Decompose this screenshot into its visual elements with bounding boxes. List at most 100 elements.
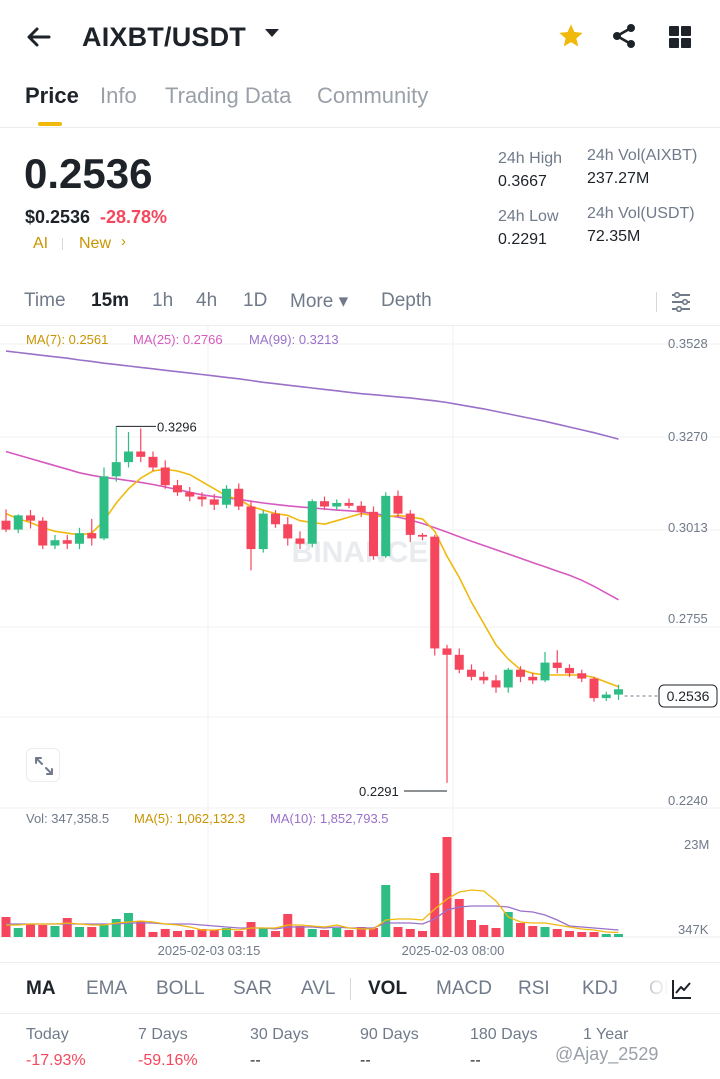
candle-body (111, 462, 121, 477)
top-bar: AIXBT/USDT (0, 0, 720, 76)
candle-body (50, 540, 60, 546)
x-axis-label: 2025-02-03 08:00 (402, 943, 505, 958)
volume-bar (173, 931, 182, 937)
candle-body (258, 513, 268, 550)
tab-price[interactable]: Price (25, 83, 79, 108)
volume-bar (185, 930, 195, 937)
low-value: 0.2291 (498, 231, 547, 248)
candle-body (430, 536, 440, 649)
volume-bar (577, 932, 587, 937)
volume-bar (516, 923, 525, 937)
indicator-vol[interactable]: VOL (368, 978, 408, 999)
perf-label-30d: 30 Days (250, 1026, 309, 1043)
vol-ma10-legend: MA(10): 1,852,793.5 (270, 811, 389, 826)
interval-bar: Time 15m 1h 4h 1D More ▾ Depth (0, 282, 720, 326)
perf-value-today: -17.93% (26, 1052, 86, 1069)
candle-body (393, 495, 403, 514)
perf-value-7d: -59.16% (138, 1052, 198, 1069)
chevron-right-icon[interactable]: › (121, 233, 126, 250)
tab-info[interactable]: Info (100, 83, 137, 108)
caret-down-icon[interactable] (263, 24, 281, 48)
volume-bar (356, 927, 366, 937)
tag-ai[interactable]: AI (33, 235, 49, 252)
tab-trading-data[interactable]: Trading Data (165, 83, 292, 108)
indicator-fade (620, 963, 670, 1013)
volume-bar (50, 926, 60, 937)
indicator-boll[interactable]: BOLL (156, 978, 205, 999)
candle-body (295, 538, 305, 544)
share-icon[interactable] (610, 22, 638, 50)
volume-bar (13, 928, 23, 937)
volume-bar (491, 928, 501, 937)
interval-4h[interactable]: 4h (196, 290, 218, 311)
grid-icon[interactable] (669, 26, 691, 48)
volume-bar (136, 921, 146, 937)
volume-bar (222, 928, 231, 937)
vol-base-label: 24h Vol(AIXBT) (587, 147, 698, 164)
candle-body (577, 673, 587, 679)
candle-body (565, 667, 574, 674)
ma7-legend: MA(7): 0.2561 (26, 332, 109, 347)
interval-more[interactable]: More ▾ (290, 291, 349, 312)
volume-bar (111, 919, 121, 937)
candle-body (601, 694, 611, 699)
tag-divider (62, 238, 63, 250)
volume-bar (528, 926, 538, 937)
back-arrow-icon[interactable] (24, 22, 56, 54)
candle-body (418, 534, 427, 537)
volume-bar (430, 873, 440, 937)
perf-label-1y: 1 Year (583, 1026, 629, 1043)
volume-bar (124, 913, 133, 937)
volume-bar (565, 931, 574, 937)
interval-15m[interactable]: 15m (91, 290, 130, 311)
pair-title[interactable]: AIXBT/USDT (82, 22, 246, 52)
indicator-kdj[interactable]: KDJ (582, 978, 618, 999)
candle-body (13, 515, 23, 530)
low-label: 24h Low (498, 208, 559, 225)
interval-time[interactable]: Time (24, 290, 66, 311)
indicator-sar[interactable]: SAR (233, 978, 273, 999)
volume-bar (160, 929, 170, 937)
current-price-label: 0.2536 (667, 688, 710, 704)
y-axis-label: 0.3013 (668, 520, 708, 535)
candle-body (38, 520, 48, 546)
indicator-divider (350, 978, 351, 1000)
price-change: -28.78% (100, 207, 168, 227)
indicator-avl[interactable]: AVL (301, 978, 336, 999)
active-tab-indicator (38, 122, 62, 126)
chart-settings-icon[interactable] (670, 291, 692, 313)
page-tabs: Price Info Trading Data Community (0, 78, 720, 128)
candle-body (381, 495, 391, 557)
vol-legend: Vol: 347,358.5 (26, 811, 110, 826)
candle-body (344, 502, 354, 506)
volume-bar (601, 934, 611, 937)
perf-value-30d: -- (250, 1052, 261, 1069)
vol-quote-label: 24h Vol(USDT) (587, 205, 695, 222)
ma99-legend: MA(99): 0.3213 (249, 332, 339, 347)
volume-bar (393, 927, 403, 937)
indicator-ma[interactable]: MA (26, 978, 56, 999)
candle-body (124, 451, 133, 463)
volume-bar (381, 885, 391, 937)
candlestick-chart[interactable]: BINANCE 0.35280.32700.30130.27550.224023… (0, 326, 720, 962)
indicator-macd[interactable]: MACD (436, 978, 492, 999)
tag-new[interactable]: New (79, 235, 112, 252)
perf-value-90d: -- (360, 1052, 371, 1069)
interval-1h[interactable]: 1h (152, 290, 174, 311)
candle-body (356, 505, 366, 512)
ma99-line (5, 350, 619, 440)
interval-depth[interactable]: Depth (381, 290, 432, 311)
indicator-chart-icon[interactable] (670, 977, 694, 1001)
y-axis-label: 0.3528 (668, 336, 708, 351)
indicator-ema[interactable]: EMA (86, 978, 128, 999)
indicator-rsi[interactable]: RSI (518, 978, 550, 999)
expand-icon[interactable] (26, 748, 60, 782)
tab-community[interactable]: Community (317, 83, 429, 108)
star-icon[interactable] (557, 22, 585, 57)
current-price-box (658, 684, 718, 708)
interval-1d[interactable]: 1D (243, 290, 268, 311)
perf-label-7d: 7 Days (138, 1026, 188, 1043)
vol-axis-label: 347K (678, 922, 709, 937)
volume-bar (295, 926, 305, 937)
vol-axis-label: 23M (684, 837, 709, 852)
